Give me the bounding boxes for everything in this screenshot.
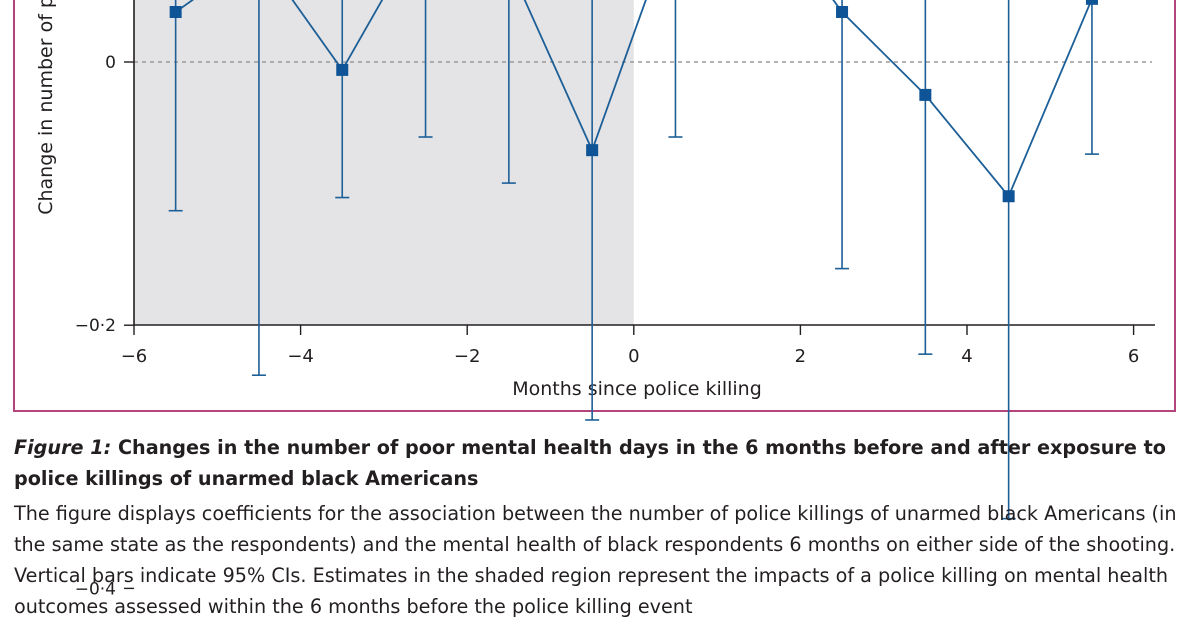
x-tick-label: 2 xyxy=(795,346,806,367)
x-tick-label: −4 xyxy=(287,346,314,367)
x-tick-label: 0 xyxy=(628,346,639,367)
figure-frame xyxy=(13,0,1176,412)
y-tick-label: −0·4 xyxy=(75,579,116,599)
x-tick-label: −2 xyxy=(454,346,481,367)
figure-title-text: Changes in the number of poor mental hea… xyxy=(14,436,1166,490)
x-tick-label: 4 xyxy=(961,346,972,367)
y-axis-title: Change in number of poor mental health d… xyxy=(35,0,57,215)
x-axis-title: Months since police killing xyxy=(512,378,762,400)
data-point xyxy=(836,5,849,18)
figure-caption-title: Figure 1: Changes in the number of poor … xyxy=(14,432,1184,494)
shaded-pre-event-region xyxy=(134,0,634,325)
x-tick-label: −6 xyxy=(121,346,148,367)
data-point xyxy=(1085,0,1098,5)
y-tick-label: 0 xyxy=(105,53,116,73)
data-point xyxy=(586,144,599,157)
figure-caption-body: The figure displays coefficients for the… xyxy=(14,502,1177,618)
series-line xyxy=(175,0,1093,198)
data-point xyxy=(169,5,182,18)
figure-label: Figure 1: xyxy=(14,436,112,459)
chart: −6 −4 −2 0 2 4 6 −0·4 −0·2 0 Months since police k… xyxy=(35,0,1155,599)
y-tick-label: −0·2 xyxy=(75,316,116,336)
data-point xyxy=(919,88,932,101)
data-point xyxy=(1002,190,1015,203)
x-tick-label: 6 xyxy=(1128,346,1139,367)
data-point xyxy=(336,63,349,76)
